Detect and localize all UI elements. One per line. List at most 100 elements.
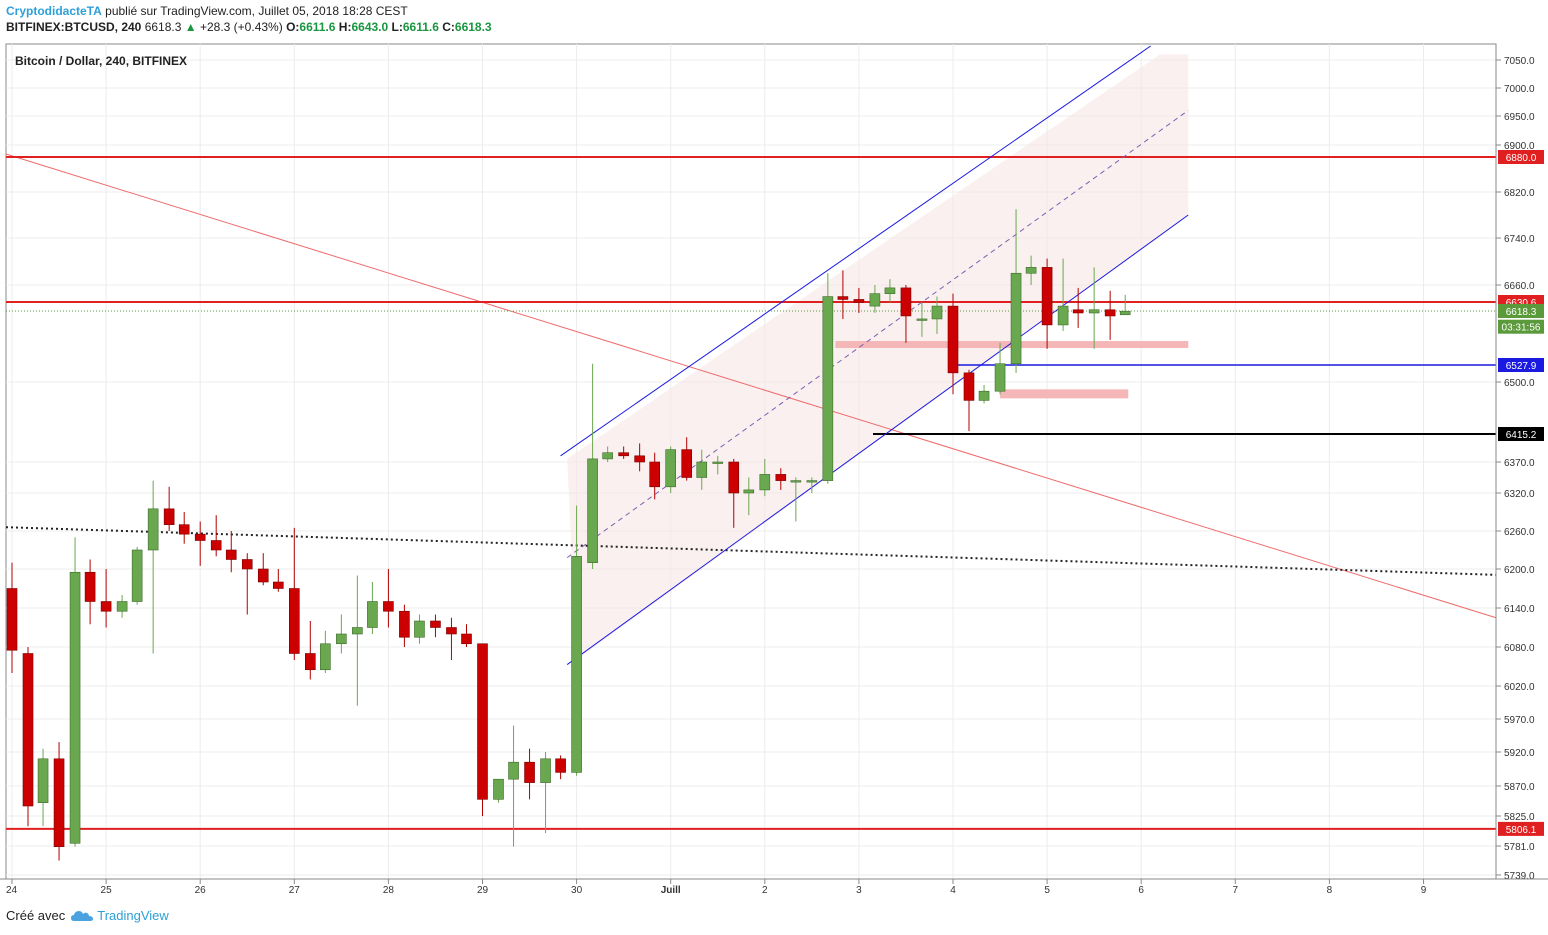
price-tag-box (1498, 304, 1544, 318)
y-tick-label: 5970.0 (1504, 715, 1535, 726)
candle-body (869, 293, 881, 307)
y-tick-label: 6260.0 (1504, 527, 1535, 538)
x-tick-label: 30 (571, 885, 583, 896)
candle-body (399, 610, 410, 638)
symbol-label: BITFINEX:BTCUSD, 240 (6, 20, 142, 34)
channel-fill (567, 54, 1189, 660)
price-tag-box (1498, 150, 1544, 164)
y-tick-label: 6020.0 (1504, 682, 1535, 693)
candle-body (524, 761, 535, 783)
candle-body (210, 540, 222, 551)
channel-shading (567, 54, 1189, 660)
change-value: +28.3 (+0.43%) (199, 20, 283, 34)
y-tick-label: 6140.0 (1504, 604, 1535, 615)
y-tick-label: 5739.0 (1504, 871, 1535, 882)
candle-body (571, 556, 582, 773)
close-value: 6618.3 (454, 20, 492, 34)
candle-body (116, 601, 128, 612)
y-tick-label: 6820.0 (1504, 188, 1535, 199)
candle-body (853, 299, 865, 303)
candlestick-chart[interactable]: 5739.0 5781.0 5825.0 5870.0 5920.0 5970.0 6020… (0, 40, 1548, 900)
x-tick-label: 6 (1138, 885, 1144, 896)
time-axis[interactable]: 24 25 26 27 28 29 30 Juill 2 3 4 5 6 7 8 9 (0, 878, 1548, 896)
candle-body (225, 549, 237, 560)
candle-body (916, 318, 928, 321)
price-axis[interactable]: 5739.0 5781.0 5825.0 5870.0 5920.0 5970.0 6020… (1496, 56, 1535, 882)
candle-body (100, 601, 112, 612)
candle-body (383, 601, 394, 612)
candle-body (602, 452, 613, 460)
last-price: 6618.3 (144, 20, 182, 34)
x-tick-label: Juill (661, 885, 681, 896)
low-label: L: (391, 20, 403, 34)
demand-zone-lower (1000, 389, 1129, 399)
candle-body (37, 758, 49, 803)
candle-body (947, 305, 959, 374)
y-tick-label: 6080.0 (1504, 643, 1535, 654)
candle-body (131, 549, 143, 602)
candle-body (978, 390, 990, 401)
candle-body (555, 758, 566, 773)
candle-body (696, 461, 708, 478)
candle-body (53, 758, 65, 847)
created-with-label: Créé avec (6, 908, 66, 923)
candles (6, 209, 1131, 861)
y-tick-label: 7000.0 (1504, 84, 1535, 95)
low-value: 6611.6 (402, 20, 439, 34)
candle-body (1104, 309, 1116, 317)
candle-body (618, 452, 629, 457)
quote-line: BITFINEX:BTCUSD, 240 6618.3 ▲ +28.3 (+0.… (6, 19, 1536, 35)
candle-body (336, 633, 347, 645)
x-tick-label: 2 (762, 885, 768, 896)
footer: Créé avec TradingView (6, 908, 169, 923)
price-tag-box (1498, 821, 1544, 836)
y-tick-label: 6200.0 (1504, 565, 1535, 576)
candle-body (1119, 310, 1131, 316)
price-tag-text: 6630.6 (1506, 298, 1537, 309)
candle-body (84, 571, 96, 602)
high-value: 6643.0 (351, 20, 389, 34)
candle-body (461, 633, 472, 645)
candle-body (712, 461, 724, 464)
tradingview-cloud-icon (71, 910, 94, 921)
up-triangle-icon: ▲ (184, 20, 197, 34)
candle-body (963, 372, 975, 401)
candle-body (1025, 267, 1037, 274)
candle-body (288, 588, 300, 654)
grid (6, 44, 1496, 879)
x-tick-label: 9 (1421, 885, 1427, 896)
candle-body (477, 643, 488, 800)
candle-body (304, 653, 316, 671)
price-tag-box (1498, 319, 1544, 334)
candle-body (728, 461, 740, 494)
price-tag-text: 03:31:56 (1502, 323, 1541, 334)
candle-body (665, 449, 677, 488)
price-tag-box (1498, 358, 1544, 372)
tradingview-logo[interactable]: TradingView (71, 908, 169, 923)
candle-body (743, 489, 755, 494)
candle-body (759, 474, 771, 491)
candle-body (790, 480, 802, 483)
candle-body (147, 508, 159, 551)
published-text: publié sur TradingView.com, Juillet 05, … (105, 4, 408, 18)
channel-lower-line (566, 214, 1189, 665)
candle-body (1088, 309, 1100, 314)
x-tick-label: 25 (101, 885, 113, 896)
y-tick-label: 6900.0 (1504, 141, 1535, 152)
candle-body (6, 588, 18, 651)
tradingview-brand-text: TradingView (97, 908, 169, 923)
candle-body (806, 480, 818, 483)
candle-body (194, 533, 206, 541)
author-link[interactable]: CryptodidacteTA (6, 4, 102, 18)
y-tick-label: 6950.0 (1504, 112, 1535, 123)
candle-body (837, 296, 849, 300)
chart-header: CryptodidacteTA publié sur TradingView.c… (6, 3, 1536, 35)
candle-body (414, 620, 425, 638)
x-tick-label: 7 (1233, 885, 1239, 896)
descending-trendline (5, 153, 1497, 619)
price-tag-text: 6415.2 (1506, 430, 1537, 441)
candle-body (352, 627, 363, 635)
candle-body (446, 627, 457, 635)
candle-body (257, 568, 269, 583)
high-label: H: (338, 20, 352, 34)
